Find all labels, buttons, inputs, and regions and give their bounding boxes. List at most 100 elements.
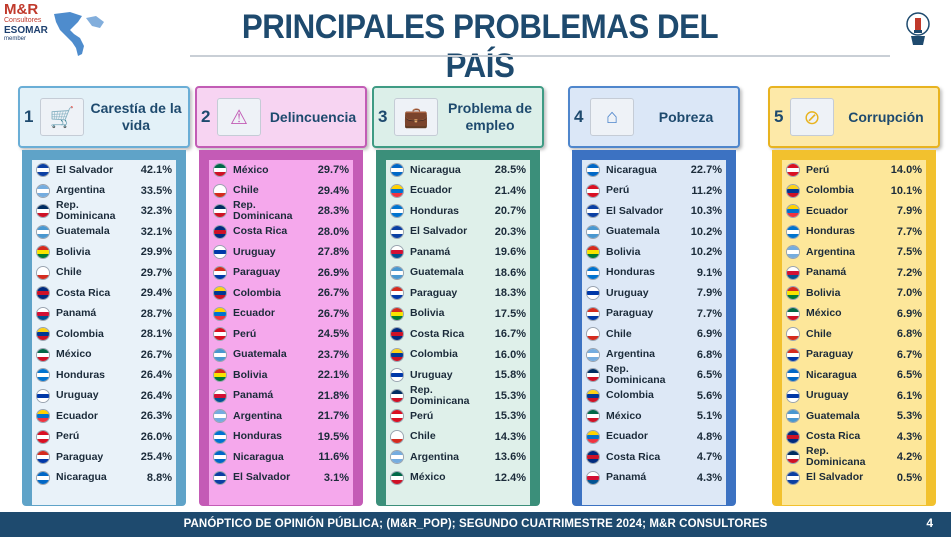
country-name: Honduras: [606, 266, 656, 279]
country-row: Colombia 5.6%: [582, 386, 726, 407]
country-flag-icon: [36, 409, 50, 424]
country-flag-icon: [213, 183, 227, 198]
country-row: Ecuador 26.3%: [32, 406, 176, 427]
rank-number: 5: [774, 107, 784, 126]
country-flag-icon: [390, 429, 404, 444]
country-row: El Salvador 20.3%: [386, 222, 530, 243]
country-flag-icon: [586, 450, 600, 465]
country-percentage: 14.3%: [494, 430, 526, 443]
country-name: El Salvador: [410, 225, 468, 238]
country-name: Guatemala: [233, 348, 287, 361]
country-flag-icon: [213, 450, 227, 465]
country-name: Colombia: [806, 184, 854, 197]
country-percentage: 4.2%: [896, 451, 922, 464]
country-percentage: 11.2%: [691, 184, 722, 197]
country-row: Colombia 28.1%: [32, 324, 176, 345]
country-row: México 26.7%: [32, 345, 176, 366]
country-flag-icon: [36, 388, 50, 403]
country-row: Panamá 4.3%: [582, 468, 726, 489]
country-row: Perú 26.0%: [32, 427, 176, 448]
country-percentage: 18.3%: [494, 287, 526, 300]
country-name: Perú: [806, 163, 830, 176]
brand-sub: Consultores: [4, 17, 42, 24]
country-name: Honduras: [233, 430, 283, 443]
rank-number: 3: [378, 107, 388, 126]
country-name: Colombia: [410, 348, 458, 361]
country-row: México 29.7%: [209, 160, 353, 181]
country-name: Perú: [410, 409, 434, 422]
country-name: Chile: [410, 430, 436, 443]
country-flag-icon: [213, 163, 227, 178]
country-flag-icon: [213, 347, 227, 362]
country-name: Costa Rica: [56, 286, 111, 299]
country-row: Guatemala 32.1%: [32, 222, 176, 243]
country-row: Colombia 16.0%: [386, 345, 530, 366]
country-flag-icon: [786, 224, 800, 239]
country-row: Panamá 7.2%: [782, 263, 926, 284]
country-list: México 29.7% Chile 29.4% Rep. Dominicana 28.3…: [209, 160, 353, 505]
country-percentage: 42.1%: [140, 164, 172, 177]
country-flag-icon: [586, 327, 600, 342]
country-row: Honduras 20.7%: [386, 201, 530, 222]
column-title: Delincuencia: [269, 108, 357, 125]
country-row: El Salvador 42.1%: [32, 160, 176, 181]
country-row: Ecuador 7.9%: [782, 201, 926, 222]
country-row: Uruguay 26.4%: [32, 386, 176, 407]
country-percentage: 20.3%: [494, 225, 526, 238]
country-percentage: 4.8%: [696, 430, 722, 443]
country-percentage: 32.1%: [140, 225, 172, 238]
mr-consultores-logo: M&R Consultores ESOMAR member: [4, 2, 66, 56]
country-row: Rep. Dominicana 4.2%: [782, 445, 926, 469]
country-row: Ecuador 4.8%: [582, 427, 726, 448]
country-row: Honduras 9.1%: [582, 263, 726, 284]
country-row: Perú 24.5%: [209, 324, 353, 345]
country-flag-icon: [213, 470, 227, 485]
country-row: Costa Rica 16.7%: [386, 324, 530, 345]
column-header: 4 ⌂ Pobreza: [568, 86, 740, 148]
country-flag-icon: [36, 368, 50, 383]
country-name: Paraguay: [56, 450, 104, 463]
country-flag-icon: [36, 163, 50, 178]
country-row: Costa Rica 4.3%: [782, 427, 926, 448]
country-name: Uruguay: [806, 389, 849, 402]
country-flag-icon: [36, 470, 50, 485]
country-name: Rep. Dominicana: [806, 445, 866, 469]
country-name: Costa Rica: [410, 327, 465, 340]
country-flag-icon: [36, 306, 50, 321]
country-flag-icon: [213, 224, 227, 239]
esomar-label: ESOMAR: [4, 25, 48, 36]
country-row: El Salvador 3.1%: [209, 468, 353, 489]
country-percentage: 6.8%: [696, 348, 722, 361]
country-flag-icon: [213, 245, 227, 260]
country-percentage: 7.7%: [896, 225, 922, 238]
country-percentage: 10.3%: [690, 205, 722, 218]
country-flag-icon: [36, 450, 50, 465]
country-row: Costa Rica 29.4%: [32, 283, 176, 304]
title-divider: [190, 55, 890, 57]
country-row: Chile 6.9%: [582, 324, 726, 345]
country-percentage: 17.5%: [494, 307, 526, 320]
country-name: Nicaragua: [410, 163, 461, 176]
country-name: Costa Rica: [233, 225, 288, 238]
country-percentage: 20.7%: [494, 205, 526, 218]
country-row: Paraguay 26.9%: [209, 263, 353, 284]
country-percentage: 23.7%: [317, 348, 349, 361]
country-flag-icon: [786, 286, 800, 301]
country-flag-icon: [36, 224, 50, 239]
page-title: PRINCIPALES PROBLEMAS DEL PAÍS: [241, 8, 719, 85]
country-percentage: 19.6%: [494, 246, 526, 259]
column-header: 3 💼 Problema de empleo: [372, 86, 544, 148]
country-row: Nicaragua 28.5%: [386, 160, 530, 181]
country-name: Panamá: [410, 245, 451, 258]
country-row: Colombia 10.1%: [782, 181, 926, 202]
column-body: Nicaragua 22.7% Perú 11.2% El Salvador 10.3% G…: [572, 150, 736, 506]
column-header: 1 🛒 Carestía de la vida: [18, 86, 190, 148]
country-row: Chile 14.3%: [386, 427, 530, 448]
country-name: Argentina: [56, 184, 106, 197]
country-flag-icon: [786, 183, 800, 198]
country-row: Colombia 26.7%: [209, 283, 353, 304]
country-flag-icon: [586, 163, 600, 178]
country-flag-icon: [390, 183, 404, 198]
country-name: Paraguay: [806, 348, 854, 361]
country-flag-icon: [786, 450, 800, 465]
